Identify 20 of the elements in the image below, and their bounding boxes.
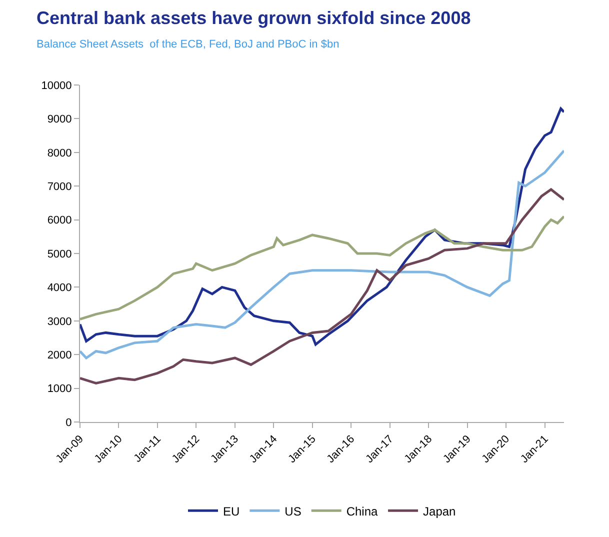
y-tick-label: 2000 bbox=[47, 349, 72, 362]
y-tick-label: 3000 bbox=[47, 316, 72, 328]
legend-label: Japan bbox=[423, 504, 456, 518]
line-series bbox=[80, 215, 564, 320]
y-tick-label: 10000 bbox=[41, 80, 72, 92]
y-tick-label: 0 bbox=[66, 416, 72, 429]
legend-label: EU bbox=[223, 504, 240, 518]
y-tick-label: 4000 bbox=[47, 282, 72, 294]
y-tick-label: 8000 bbox=[47, 147, 72, 160]
line-series bbox=[80, 149, 564, 360]
legend-label: China bbox=[346, 504, 378, 518]
y-tick-label: 9000 bbox=[47, 114, 72, 126]
y-tick-label: 6000 bbox=[47, 214, 72, 227]
y-tick-label: 5000 bbox=[47, 248, 72, 260]
y-tick-label: 1000 bbox=[47, 383, 72, 396]
chart-title: Central bank assets have grown sixfold since 2008 bbox=[36, 8, 471, 28]
line-series bbox=[80, 188, 564, 384]
y-tick-label: 7000 bbox=[47, 180, 72, 193]
chart-subtitle: Balance Sheet Assets of the ECB, Fed, BoJ and PBoC in $bn bbox=[36, 38, 340, 51]
legend-label: US bbox=[284, 504, 302, 518]
